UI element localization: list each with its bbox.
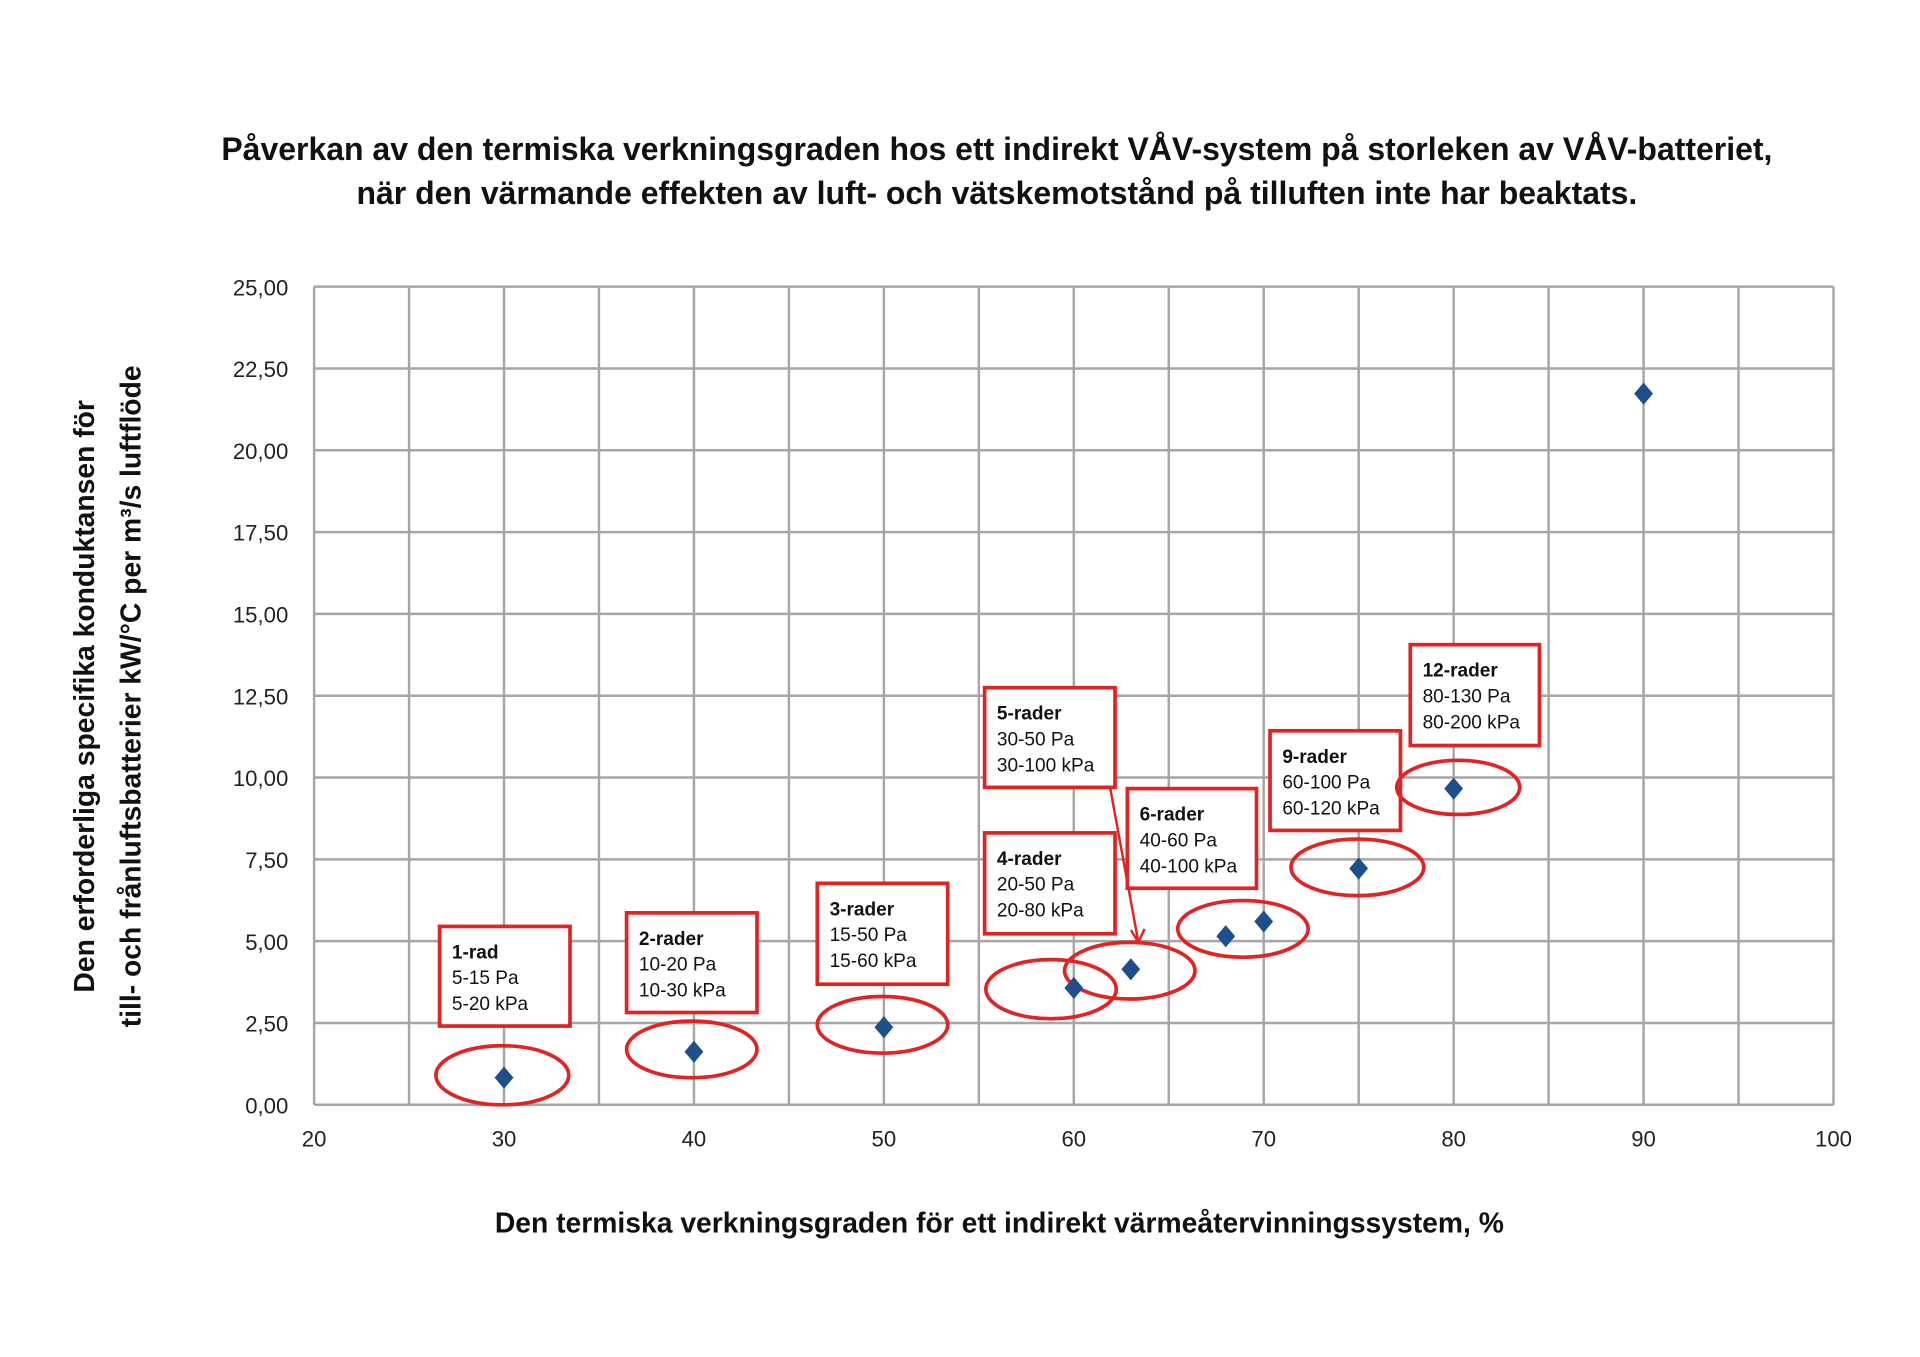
annotation-line: 40-100 kPa — [1140, 856, 1238, 877]
annotation-line: 10-20 Pa — [639, 955, 717, 976]
annotation-line: 20-80 kPa — [997, 901, 1084, 922]
highlight-ellipse — [624, 1019, 759, 1080]
y-tick-label: 17,50 — [233, 521, 288, 546]
highlight-ellipse — [983, 957, 1119, 1021]
annotation-1-rad: 1-rad 5-15 Pa 5-20 kPa — [434, 924, 572, 1107]
annotation-line: 15-60 kPa — [830, 951, 917, 972]
highlight-ellipse — [1175, 898, 1311, 960]
annotation-line: 15-50 Pa — [830, 925, 908, 946]
x-axis-title: Den termiska verkningsgraden för ett ind… — [495, 1207, 1504, 1239]
y-tick-label: 10,00 — [233, 766, 288, 791]
highlight-ellipse — [1289, 837, 1426, 898]
highlight-ellipse — [1062, 940, 1197, 1001]
highlight-ellipse — [434, 1043, 571, 1107]
annotations: 1-rad 5-15 Pa 5-20 kPa 2-rader 10-20 Pa 10-30… — [434, 642, 1542, 1107]
annotation-box — [624, 911, 759, 1015]
data-point-diamond — [1121, 958, 1141, 981]
data-point-diamond — [684, 1040, 704, 1063]
annotation-line: 30-50 Pa — [997, 730, 1075, 751]
y-axis-title-line2: till- och frånluftsbatterier kW/°C per m… — [115, 365, 147, 1027]
y-tick-label: 5,00 — [245, 930, 288, 955]
annotation-line: 5-15 Pa — [452, 968, 519, 989]
x-tick-label: 40 — [682, 1127, 707, 1152]
annotation-4-rader: 4-rader 20-50 Pa 20-80 kPa — [982, 831, 1119, 1021]
x-tick-label: 70 — [1251, 1127, 1276, 1152]
x-tick-label: 60 — [1061, 1127, 1086, 1152]
arrow-head-icon — [1129, 928, 1146, 946]
x-tick-label: 20 — [302, 1127, 327, 1152]
x-tick-label: 50 — [872, 1127, 897, 1152]
annotation-box — [1125, 786, 1259, 891]
y-tick-label: 20,00 — [233, 439, 288, 464]
annotation-line: 80-200 kPa — [1423, 712, 1521, 733]
annotation-line: 60-100 Pa — [1282, 773, 1370, 794]
annotation-12-rader: 12-rader 80-130 Pa 80-200 kPa — [1394, 642, 1542, 817]
y-tick-label: 12,50 — [233, 684, 288, 709]
annotation-title: 12-rader — [1423, 661, 1499, 682]
annotation-6-rader: 6-rader 40-60 Pa 40-100 kPa — [1125, 786, 1311, 960]
x-tick-label: 80 — [1441, 1127, 1466, 1152]
data-point-diamond — [1216, 925, 1236, 948]
chart-subtitle: när den värmande effekten av luft- och v… — [356, 175, 1637, 211]
annotation-box — [437, 924, 572, 1028]
y-axis-title-line1: Den erforderliga specifika konduktansen … — [68, 400, 100, 992]
annotation-box — [815, 881, 950, 987]
highlight-ellipse — [1394, 758, 1522, 817]
data-point-diamond — [1349, 857, 1369, 880]
x-tick-label: 90 — [1631, 1127, 1656, 1152]
annotation-title: 3-rader — [830, 899, 895, 920]
annotation-line: 30-100 kPa — [997, 755, 1095, 776]
annotation-box — [982, 831, 1117, 936]
annotation-9-rader: 9-rader 60-100 Pa 60-120 kPa — [1268, 728, 1426, 898]
data-point-diamond — [1444, 777, 1464, 800]
y-tick-label: 7,50 — [245, 848, 288, 873]
annotation-box — [1408, 642, 1542, 748]
annotation-box — [982, 685, 1117, 790]
data-point-diamond — [1254, 910, 1274, 933]
annotation-arrow — [1108, 787, 1140, 943]
annotation-line: 10-30 kPa — [639, 981, 726, 1002]
annotation-line: 60-120 kPa — [1282, 798, 1380, 819]
annotation-line: 20-50 Pa — [997, 875, 1075, 896]
annotation-line: 40-60 Pa — [1140, 830, 1218, 851]
data-point-diamond — [874, 1016, 894, 1039]
annotation-line: 5-20 kPa — [452, 994, 529, 1015]
x-tick-label: 100 — [1815, 1127, 1852, 1152]
y-tick-label: 0,00 — [245, 1093, 288, 1118]
annotation-2-rader: 2-rader 10-20 Pa 10-30 kPa — [624, 911, 759, 1080]
data-point-diamond — [1634, 382, 1653, 405]
annotation-3-rader: 3-rader 15-50 Pa 15-60 kPa — [815, 881, 950, 1055]
annotation-title: 2-rader — [639, 929, 704, 950]
annotation-5-rader: 5-rader 30-50 Pa 30-100 kPa — [982, 685, 1197, 1001]
y-tick-label: 25,00 — [233, 275, 288, 300]
y-tick-label: 2,50 — [245, 1012, 288, 1037]
chart-title: Påverkan av den termiska verkningsgraden… — [221, 131, 1772, 167]
annotation-line: 80-130 Pa — [1423, 686, 1511, 707]
y-tick-label: 22,50 — [233, 357, 288, 382]
annotation-title: 9-rader — [1282, 747, 1347, 768]
annotation-title: 1-rad — [452, 942, 499, 963]
annotation-title: 5-rader — [997, 704, 1062, 725]
tick-labels: 20 30 40 50 60 70 80 90 100 0,00 2,50 5,00 7,50 10,00… — [233, 275, 1852, 1151]
y-tick-label: 15,00 — [233, 603, 288, 628]
data-point-diamond — [494, 1066, 514, 1089]
highlight-ellipse — [815, 994, 950, 1055]
x-tick-label: 30 — [492, 1127, 517, 1152]
annotation-title: 4-rader — [997, 849, 1062, 870]
annotation-title: 6-rader — [1140, 805, 1205, 826]
